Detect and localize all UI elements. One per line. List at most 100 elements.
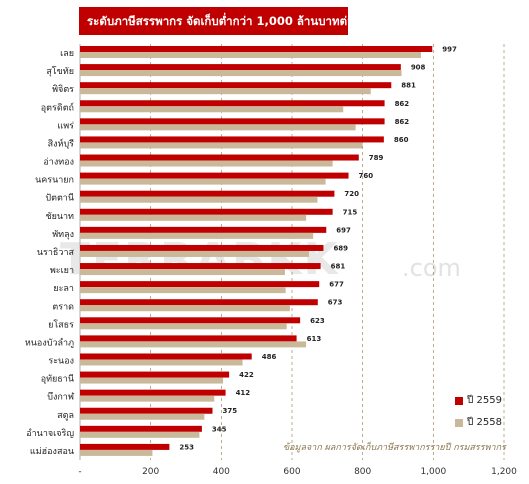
data-label: 862 <box>395 118 410 126</box>
y-category-label: แม่ฮ่องสอน <box>30 447 74 457</box>
data-label: 697 <box>336 226 351 234</box>
data-label: 715 <box>343 208 358 216</box>
data-label: 613 <box>307 335 322 343</box>
bar-2559 <box>80 425 202 432</box>
legend-label-2558: ปี 2558 <box>467 417 502 428</box>
x-tick-label: 1,200 <box>491 467 517 477</box>
bar-2558 <box>80 449 153 456</box>
data-label: 375 <box>223 407 238 415</box>
bar-2559 <box>80 154 359 161</box>
data-label: 681 <box>331 263 346 271</box>
bar-2558 <box>80 106 344 113</box>
data-label: 881 <box>401 82 416 90</box>
x-tick-label: 200 <box>142 467 159 477</box>
bar-2558 <box>80 124 356 131</box>
bar-2559 <box>80 46 433 52</box>
bar-2558 <box>80 232 314 239</box>
bar-2559 <box>80 443 170 450</box>
y-category-label: อุตรดิตถ์ <box>41 101 74 113</box>
data-label: 760 <box>359 172 374 180</box>
y-category-label: แพร่ <box>57 121 74 131</box>
bar-2558 <box>80 269 285 276</box>
bar-2559 <box>80 172 349 179</box>
x-tick-label: 400 <box>213 467 230 477</box>
bar-2558 <box>80 70 402 77</box>
y-category-label: ระนอง <box>48 357 74 367</box>
bar-2559 <box>80 335 297 342</box>
data-label: 862 <box>395 100 410 108</box>
bar-2559 <box>80 208 333 215</box>
y-category-label: พัทลุง <box>52 230 74 240</box>
bar-2558 <box>80 305 290 312</box>
data-label: 860 <box>394 136 409 144</box>
y-category-label: พิจิตร <box>52 84 74 95</box>
bar-2558 <box>80 160 333 167</box>
y-category-label: บึงกาฬ <box>47 392 75 403</box>
y-category-label: พะเยา <box>50 266 74 276</box>
data-label: 789 <box>369 154 384 162</box>
legend-label-2559: ปี 2559 <box>467 395 502 406</box>
y-category-label: ยโสธร <box>48 319 74 330</box>
y-category-label: อำนาจเจริญ <box>26 428 74 439</box>
bar-2559 <box>80 64 401 71</box>
watermark-suffix: .com <box>402 254 461 282</box>
bar-2559 <box>80 118 385 125</box>
data-label: 623 <box>310 317 325 325</box>
bar-2558 <box>80 395 215 402</box>
y-category-label: ตราด <box>52 302 74 312</box>
bar-2558 <box>80 359 243 366</box>
y-category-label: อุทัยธานี <box>41 374 74 385</box>
data-label: 720 <box>344 190 359 198</box>
data-label: 412 <box>236 389 251 397</box>
bar-2558 <box>80 196 318 203</box>
bar-2559 <box>80 226 327 233</box>
bar-2558 <box>80 250 309 257</box>
bar-2558 <box>80 287 286 294</box>
x-tick-label: - <box>78 467 81 477</box>
y-category-label: ปัตตานี <box>45 193 74 204</box>
data-label: 422 <box>239 371 254 379</box>
data-label: 345 <box>212 425 227 433</box>
watermark-text: TERRABKK <box>60 234 340 285</box>
bar-2558 <box>80 142 363 149</box>
bar-2558 <box>80 413 205 420</box>
bar-2558 <box>80 377 224 384</box>
bar-2559 <box>80 281 320 288</box>
bar-2559 <box>80 407 213 414</box>
y-category-label: อ่างทอง <box>43 158 74 168</box>
y-category-label: หนองบัวลำภู <box>25 337 74 348</box>
bar-2559 <box>80 136 384 143</box>
bar-2559 <box>80 389 226 396</box>
bar-2559 <box>80 190 335 197</box>
data-label: 689 <box>333 244 348 252</box>
data-label: 677 <box>329 281 344 289</box>
bar-2559 <box>80 371 230 378</box>
source-note: ข้อมูลจาก ผลการจัดเก็บภาษีสรรพากรรายปี ก… <box>283 443 506 453</box>
y-category-label: นครนายก <box>35 176 74 186</box>
bar-2559 <box>80 244 324 251</box>
bar-2559 <box>80 317 301 324</box>
chart-title: ระดับภาษีสรรพากร จัดเก็บต่ำกว่า 1,000 ล้… <box>79 7 361 35</box>
legend-item-2559: ปี 2559 <box>455 393 502 408</box>
bar-2559 <box>80 263 321 270</box>
watermark-logo: TERRABKK <box>60 234 340 285</box>
bar-2558 <box>80 431 200 438</box>
y-category-label: สตูล <box>57 411 74 421</box>
y-category-label: ชัยนาท <box>45 212 74 222</box>
x-tick-label: 600 <box>283 467 300 477</box>
x-tick-label: 800 <box>354 467 371 477</box>
legend-item-2558: ปี 2558 <box>455 415 502 430</box>
bar-2558 <box>80 341 307 348</box>
legend-swatch-2558 <box>455 418 463 427</box>
data-label: 908 <box>411 64 426 72</box>
y-category-label: เลย <box>60 49 74 59</box>
y-category-label: ยะลา <box>53 284 74 294</box>
bar-2558 <box>80 88 371 95</box>
legend-swatch-2559 <box>455 396 463 405</box>
y-category-label: นราธิวาส <box>37 247 75 258</box>
bar-2558 <box>80 52 421 58</box>
data-label: 253 <box>179 443 194 451</box>
x-tick-label: 1,000 <box>420 467 446 477</box>
data-label: 673 <box>328 299 343 307</box>
